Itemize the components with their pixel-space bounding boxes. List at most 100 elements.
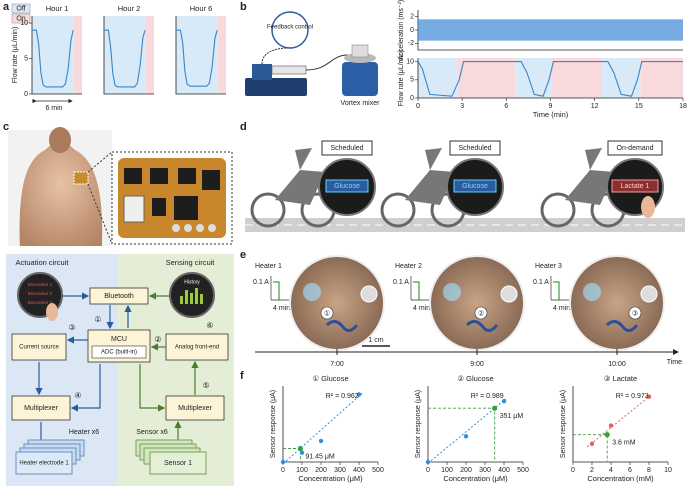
- fit-line: [282, 392, 364, 465]
- sensor-number: ②: [478, 309, 484, 317]
- section-title: Sensing circuit: [166, 258, 216, 267]
- finger: [641, 196, 655, 218]
- x-axis-label: Concentration (μM): [443, 474, 508, 483]
- pulse-line: [553, 281, 560, 299]
- panel-label: d: [240, 121, 247, 133]
- sensor-stack: [135, 439, 207, 475]
- legend-swatch: [11, 13, 31, 24]
- heater-label: Heater 1: [255, 263, 282, 270]
- y-axis-label: Sensor response (μA): [415, 390, 422, 458]
- sensor-mark: [320, 306, 334, 320]
- y-tick-label: 10: [20, 20, 28, 27]
- time-label: 10:00: [608, 361, 626, 368]
- current-label: 0.1 A: [393, 279, 409, 286]
- state-shade: [145, 16, 154, 94]
- panel-label: a: [3, 1, 10, 13]
- chart: 0 100 200 300 400 500 ② Glucose Concentration (…: [415, 374, 529, 483]
- count-label: Heater x6: [69, 429, 99, 436]
- flow-line: [176, 29, 218, 87]
- x-axis-label: Concentration (μM): [298, 474, 363, 483]
- guide-line: [283, 448, 301, 462]
- y-axis-label: Flow rate (μL/min): [12, 27, 19, 84]
- watch-title: History: [184, 279, 200, 285]
- legend-swatch: [11, 3, 31, 14]
- measured-label: 351 μM: [500, 413, 524, 420]
- x-axis-label: Concentration (mM): [587, 474, 654, 483]
- mode-label: Scheduled: [330, 145, 363, 152]
- y-tick-label: 0: [410, 27, 414, 34]
- x-tick-label: 3: [460, 103, 464, 110]
- legend-label: On: [16, 16, 25, 23]
- x-tick-label: 6: [504, 103, 508, 110]
- axis: [103, 16, 154, 95]
- x-tick-label: 8: [647, 467, 651, 474]
- sensor-photo: [429, 255, 525, 351]
- mode-box: [321, 140, 373, 156]
- watch: Biomarker 1 Biomarker 2 Biomarker 3: [17, 272, 63, 321]
- y-tick-label: 5: [24, 55, 28, 62]
- heater-label: Heater 3: [535, 263, 562, 270]
- watch-item: Biomarker 1: [28, 282, 53, 287]
- time-label: 9:00: [470, 361, 484, 368]
- step: ⑥: [206, 321, 213, 330]
- sensor-mark: [474, 306, 488, 320]
- chart-title: Hour 2: [118, 4, 141, 13]
- step: ③: [68, 323, 75, 332]
- heater-stack: [15, 439, 85, 475]
- section-title: Actuation circuit: [16, 258, 70, 267]
- x-tick-label: 400: [353, 467, 365, 474]
- x-tick-label: 18: [679, 103, 687, 110]
- panel-label: c: [3, 121, 9, 133]
- x-tick-label: 12: [591, 103, 599, 110]
- y-tick-label: 0: [410, 95, 414, 102]
- x-tick-label: 300: [479, 467, 491, 474]
- block-label: Multiplexer: [24, 405, 59, 412]
- y-tick-label: 10: [406, 58, 414, 65]
- x-axis-label: Time (min): [533, 110, 569, 119]
- time-label: 7:00: [330, 361, 344, 368]
- r2-label: R² = 0.989: [471, 393, 504, 400]
- watch: History: [169, 272, 215, 318]
- measured-label: 91.45 μM: [305, 453, 334, 460]
- chart: 0 100 200 300 400 500 ① Glucose Concentration (…: [270, 374, 384, 483]
- x-tick-label: 9: [549, 103, 553, 110]
- watch-item: Biomarker 3: [28, 300, 53, 305]
- block-label: Heater electrode 1: [19, 461, 69, 467]
- chart-title: Hour 1: [46, 4, 69, 13]
- panel-label: e: [240, 249, 246, 261]
- cycling-scene: [245, 148, 685, 232]
- mode-label: On-demand: [617, 145, 654, 152]
- data-point: [463, 434, 469, 439]
- mode-box: [607, 140, 663, 156]
- x-tick-label: 0: [281, 467, 285, 474]
- step: ⑤: [202, 381, 209, 390]
- mode-label: Scheduled: [458, 145, 491, 152]
- chart: 0 5 10 0 3 6 9 12 15 18 Time (min) Flow rate (μL/mi…: [398, 50, 687, 119]
- flow-line: [32, 29, 74, 88]
- y-axis-label: Acceleration (ms⁻²): [398, 0, 405, 60]
- state-shade: [418, 58, 458, 98]
- watch-item: Biomarker 2: [28, 291, 53, 296]
- state-shade: [217, 16, 226, 94]
- y-axis-label: Sensor response (μA): [270, 390, 277, 458]
- duration-label: 4 min: [273, 305, 290, 312]
- glow: [303, 283, 321, 301]
- step: ②: [154, 335, 161, 344]
- pulse-line: [413, 281, 420, 299]
- x-tick-label: 500: [372, 467, 384, 474]
- state-shade: [32, 16, 74, 94]
- current-label: 0.1 A: [253, 279, 269, 286]
- chart-title: Hour 6: [190, 4, 213, 13]
- scale-label: 6 min: [45, 105, 62, 112]
- chart: -2 0 2 Acceleration (ms⁻²): [398, 0, 683, 60]
- heater-label: Heater 2: [395, 263, 422, 270]
- y-axis-label: Sensor response (μA): [560, 390, 567, 458]
- flow-line: [417, 61, 683, 97]
- block-label: Bluetooth: [104, 293, 134, 300]
- time-axis-label: Time: [667, 359, 682, 366]
- glow: [443, 283, 461, 301]
- block-label: Multiplexer: [178, 405, 213, 412]
- chart: Hour 6: [175, 4, 226, 95]
- panel-label: b: [240, 1, 247, 13]
- step: ④: [74, 391, 81, 400]
